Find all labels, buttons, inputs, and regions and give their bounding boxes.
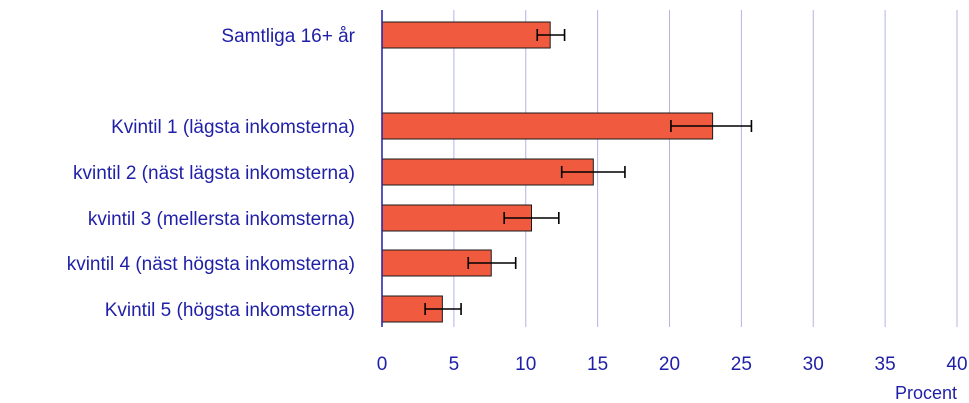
bars xyxy=(381,21,714,323)
bar xyxy=(381,112,714,140)
category-labels: Samtliga 16+ år Kvintil 1 (lägsta inkomst… xyxy=(67,26,356,321)
category-label: kvintil 4 (näst högsta inkomsterna) xyxy=(67,254,355,275)
error-bars xyxy=(424,29,753,315)
error-bar xyxy=(467,257,517,269)
category-label: Samtliga 16+ år xyxy=(221,26,355,47)
x-tick-label: 40 xyxy=(946,354,967,375)
error-bar xyxy=(536,29,566,41)
error-bar xyxy=(424,303,462,315)
x-tick-label: 15 xyxy=(587,354,608,375)
x-axis-title: Procent xyxy=(895,383,957,403)
bar xyxy=(381,21,551,49)
error-bar xyxy=(503,212,560,224)
category-label: kvintil 2 (näst lägsta inkomsterna) xyxy=(73,163,355,184)
x-tick-label: 20 xyxy=(659,354,680,375)
x-tick-label: 0 xyxy=(377,354,388,375)
x-tick-label: 30 xyxy=(803,354,824,375)
x-tick-label: 5 xyxy=(449,354,460,375)
x-tick-labels: 0 5 10 15 20 25 30 35 40 xyxy=(377,354,968,375)
error-bar xyxy=(560,166,626,178)
grid-lines xyxy=(453,10,958,327)
category-label: Kvintil 1 (lägsta inkomsterna) xyxy=(111,117,355,138)
category-label: Kvintil 5 (högsta inkomsterna) xyxy=(105,300,355,321)
x-tick-label: 10 xyxy=(515,354,536,375)
x-tick-label: 35 xyxy=(875,354,896,375)
category-label: kvintil 3 (mellersta inkomsterna) xyxy=(88,209,355,230)
error-bar xyxy=(670,120,753,132)
x-tick-label: 25 xyxy=(731,354,752,375)
